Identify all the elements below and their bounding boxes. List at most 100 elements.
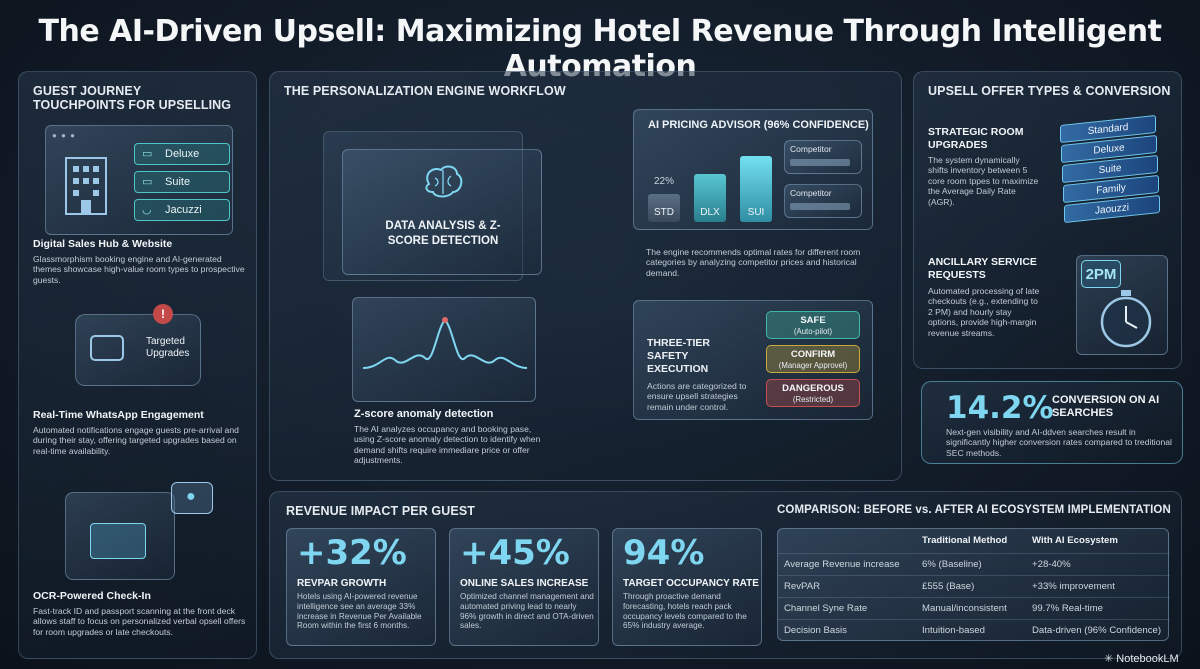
pricing-bars: 22% STD DLX SUI (648, 142, 776, 222)
tier-sublabel: (Restricted) (792, 395, 834, 404)
safety-tier-dangerous: DANGEROUS (Restricted) (766, 379, 860, 407)
safety-tier-confirm: CONFIRM (Manager Approvel) (766, 345, 860, 373)
pricing-text: The engine recommends optimal rates for … (646, 247, 861, 278)
conversion-card: 14.2% CONVERSION ON AI SEARCHES Next-gen… (921, 381, 1183, 464)
revenue-card-value: +32% (297, 533, 407, 573)
comparison-table: Traditional Method With AI Ecosystem Ave… (778, 529, 1170, 641)
table-header: With AI Ecosystem (1032, 535, 1118, 547)
brand-label: ✳ NotebookLM (1104, 652, 1179, 665)
table-cell: 99.7% Real-time (1026, 596, 1170, 619)
clock-card: 2PM (1076, 255, 1168, 355)
competitor-label: Competitor (790, 144, 832, 154)
room-button-label: Deluxe (165, 148, 200, 160)
table-cell: Data-driven (96% Confidence) (1026, 618, 1170, 641)
tier-sublabel: (Manager Approvel) (778, 361, 848, 370)
pricing-advisor-title: AI PRICING ADVISOR (96% CONFIDENCE) (648, 119, 869, 131)
room-button-label: Jacuzzi (165, 204, 202, 216)
whatsapp-heading: Real-Time WhatsApp Engagement (33, 409, 204, 421)
table-row: RevPAR £555 (Base) +33% improvement (778, 574, 1170, 597)
bar-dlx: DLX (694, 174, 726, 222)
sofa-icon: ▭ (142, 176, 153, 188)
offers-panel: UPSELL OFFER TYPES & CONVERSION STRATEGI… (913, 71, 1182, 369)
table-cell: +33% improvement (1026, 574, 1170, 597)
table-cell: Decision Basis (778, 618, 916, 641)
whatsapp-text: Automated notifications engage guests pr… (33, 425, 239, 456)
page-title: The AI-Driven Upsell: Maximizing Hotel R… (38, 14, 1162, 84)
room-button-deluxe[interactable]: ▭ Deluxe (134, 143, 230, 165)
scanner-device (65, 492, 175, 580)
brain-icon (425, 165, 463, 198)
ocr-heading: OCR-Powered Check-In (33, 590, 151, 602)
table-header-row: Traditional Method With AI Ecosystem (778, 529, 1170, 553)
safety-heading: THREE-TIER SAFETY EXECUTION (647, 337, 710, 375)
bathtub-icon: ◡ (142, 204, 152, 216)
bar-std: STD (648, 194, 680, 222)
revenue-card: +32% REVPAR GROWTH Hotels using AI-powered… (286, 528, 436, 646)
table-header: Traditional Method (922, 535, 1008, 547)
zscore-text: The AI analyzes occupancy and booking pa… (354, 424, 541, 466)
table-cell: Average Revenue increase (778, 552, 916, 575)
engine-title: THE PERSONALIZATION ENGINE WORKFLOW (284, 84, 566, 98)
competitor-card-2: Competitor (784, 184, 862, 218)
offers-title: UPSELL OFFER TYPES & CONVERSION (928, 84, 1171, 98)
profile-bubble-icon: ● (171, 482, 213, 514)
revenue-card-text: Optimized channel management and automat… (460, 592, 594, 631)
safety-text: Actions are categorized to ensure upsell… (647, 381, 747, 412)
clock-label: 2PM (1081, 260, 1121, 288)
revenue-card: 94% TARGET OCCUPANCY RATE Through proactiv… (612, 528, 762, 646)
revenue-card-value: 94% (623, 533, 705, 573)
revenue-card-value: +45% (460, 533, 570, 573)
revenue-card-heading: TARGET OCCUPANCY RATE (623, 578, 759, 589)
website-mockup: ● ● ● (45, 125, 233, 235)
notebooklm-icon: ✳ (1104, 653, 1114, 665)
browser-dots: ● ● ● (52, 131, 76, 140)
bar-label: DLX (700, 207, 720, 218)
conversion-text: Next-gen visibility and AI-ddven searche… (946, 427, 1172, 458)
revenue-panel: REVENUE IMPACT PER GUEST +32% REVPAR GROW… (269, 491, 1182, 659)
zscore-graph-card (352, 297, 536, 402)
table-cell: Manual/inconsistent (916, 596, 1026, 619)
revenue-card-heading: REVPAR GROWTH (297, 578, 387, 589)
stopwatch-icon (1100, 290, 1152, 348)
table-cell: 6% (Baseline) (916, 552, 1026, 575)
ocr-text: Fast-track ID and passport scanning at t… (33, 606, 246, 637)
journey-panel: GUEST JOURNEY TOUCHPOINTS FOR UPSELLING … (18, 71, 257, 659)
revenue-title: REVENUE IMPACT PER GUEST (286, 504, 475, 518)
bar-label: SUI (747, 207, 765, 218)
table-cell: RevPAR (778, 574, 916, 597)
table-cell: £555 (Base) (916, 574, 1026, 597)
room-button-suite[interactable]: ▭ Suite (134, 171, 230, 193)
zscore-wave-icon (362, 317, 528, 369)
conversion-heading: CONVERSION ON AI SEARCHES (1052, 394, 1160, 419)
room-button-jacuzzi[interactable]: ◡ Jacuzzi (134, 199, 230, 221)
table-row: Decision Basis Intuition-based Data-driven… (778, 618, 1170, 641)
card-back (323, 131, 523, 281)
zscore-heading: Z-score anomaly detection (354, 408, 494, 420)
table-cell: Channel Syne Rate (778, 596, 916, 619)
competitor-label: Competitor (790, 188, 832, 198)
journey-title: GUEST JOURNEY TOUCHPOINTS FOR UPSELLING (33, 84, 232, 112)
competitor-bar (790, 159, 850, 166)
bar-pct-label: 22% (654, 176, 675, 187)
data-analysis-label: DATA ANALYSIS & Z-SCORE DETECTION (385, 220, 501, 247)
ancillary-heading: ANCILLARY SERVICE REQUESTS (928, 256, 1037, 281)
revenue-card-text: Through proactive demand forecasting, ho… (623, 592, 747, 631)
tier-sublabel: (Auto-pilot) (793, 327, 833, 336)
bar-sui: SUI (740, 156, 772, 222)
person-icon: ● (186, 488, 196, 505)
room-stack: Standard Deluxe Suite Family Jaouzzi (1054, 114, 1166, 230)
hub-text: Glassmorphism booking engine and AI-gene… (33, 254, 245, 285)
chat-lines-icon (90, 335, 124, 361)
table-header (778, 529, 916, 553)
comparison-table-box: Traditional Method With AI Ecosystem Ave… (777, 528, 1170, 641)
comparison-title: COMPARISON: BEFORE vs. AFTER AI ECOSYSTE… (777, 504, 1171, 516)
revenue-card: +45% ONLINE SALES INCREASE Optimized chann… (449, 528, 599, 646)
hub-heading: Digital Sales Hub & Website (33, 238, 173, 250)
tier-label: SAFE (800, 315, 826, 326)
safety-tier-safe: SAFE (Auto-pilot) (766, 311, 860, 339)
strategic-text: The system dynamically shifts inventory … (928, 155, 1039, 207)
chat-bubble: Targeted Upgrades (75, 314, 201, 386)
room-button-label: Suite (165, 176, 191, 188)
brand-text: NotebookLM (1116, 653, 1179, 665)
safety-card: THREE-TIER SAFETY EXECUTION Actions are … (633, 300, 873, 420)
